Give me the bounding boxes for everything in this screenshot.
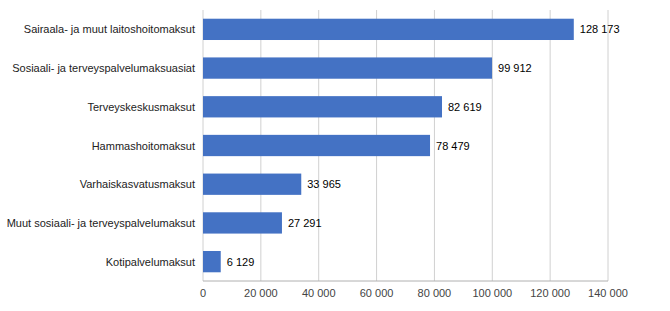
category-label: Hammashoitomaksut	[92, 140, 195, 152]
grid-line	[492, 10, 493, 281]
category-label: Sairaala- ja muut laitoshoitomaksut	[24, 23, 195, 35]
data-labels: 6 129 27 291 33 965 78 479 82 619 99 912 128 1…	[227, 23, 620, 267]
bar	[203, 251, 221, 272]
x-axis-line	[203, 281, 608, 282]
category-label: Sosiaali- ja terveyspalvelumaksuasiat	[12, 62, 195, 74]
category-label: Varhaiskasvatusmaksut	[80, 178, 195, 190]
grid-line	[434, 10, 435, 281]
y-tick-labels: Kotipalvelumaksut Muut sosiaali- ja terve…	[7, 23, 195, 267]
bar	[203, 135, 430, 156]
data-label: 27 291	[288, 217, 322, 229]
x-tick-label: 120 000	[530, 287, 570, 299]
bar	[203, 212, 282, 233]
x-tick-label: 140 000	[588, 287, 628, 299]
x-tick-label: 0	[200, 287, 206, 299]
grid-line	[608, 10, 609, 281]
x-tick-label: 80 000	[418, 287, 452, 299]
category-label: Muut sosiaali- ja terveyspalvelumaksut	[7, 217, 195, 229]
x-tick-label: 40 000	[302, 287, 336, 299]
category-label: Terveyskeskusmaksut	[87, 101, 195, 113]
bar	[203, 174, 301, 195]
bar	[203, 96, 442, 117]
chart: 0 20 000 40 000 60 000 80 000 100 000 120 000 1…	[0, 0, 670, 311]
data-label: 78 479	[436, 140, 470, 152]
data-label: 6 129	[227, 256, 255, 268]
data-label: 33 965	[307, 178, 341, 190]
x-tick-label: 60 000	[360, 287, 394, 299]
data-label: 99 912	[498, 62, 532, 74]
data-label: 82 619	[448, 101, 482, 113]
data-label: 128 173	[580, 23, 620, 35]
bars	[203, 19, 574, 273]
grid-line	[550, 10, 551, 281]
bar	[203, 19, 574, 40]
category-label: Kotipalvelumaksut	[106, 256, 195, 268]
x-ticks: 0 20 000 40 000 60 000 80 000 100 000 120 000 1…	[200, 287, 628, 299]
x-tick-label: 100 000	[472, 287, 512, 299]
grid	[203, 10, 608, 281]
x-tick-label: 20 000	[244, 287, 278, 299]
bar	[203, 57, 492, 78]
